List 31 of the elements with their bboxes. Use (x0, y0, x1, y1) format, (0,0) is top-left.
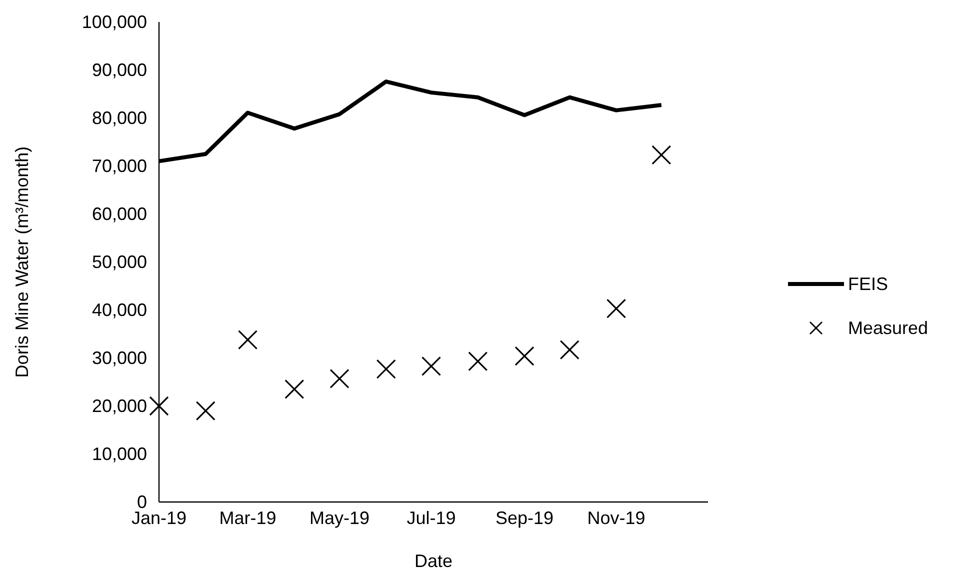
point (468, 352, 488, 372)
point (284, 379, 304, 399)
y-tick-label: 80,000 (92, 108, 147, 128)
x-tick-label: Nov-19 (587, 508, 646, 528)
point (652, 145, 672, 165)
point (149, 396, 169, 416)
point (238, 330, 258, 350)
y-axis-title: Doris Mine Water (m³/month) (12, 146, 32, 378)
x-tick-label: Mar-19 (219, 508, 276, 528)
y-tick-label: 70,000 (92, 156, 147, 176)
y-tick-label: 60,000 (92, 204, 147, 224)
x-tick-label: Jul-19 (406, 508, 456, 528)
y-tick-label: 30,000 (92, 348, 147, 368)
point (376, 359, 396, 379)
point (330, 368, 350, 388)
x-axis-title: Date (414, 551, 453, 571)
legend-label: Measured (848, 318, 928, 338)
point (196, 401, 216, 421)
legend-label: FEIS (848, 274, 888, 294)
y-tick-label: 40,000 (92, 300, 147, 320)
y-tick-label: 100,000 (82, 12, 147, 32)
x-tick-label: Sep-19 (495, 508, 554, 528)
y-tick-label: 90,000 (92, 60, 147, 80)
point (514, 346, 534, 366)
point (606, 298, 626, 318)
y-tick-label: 10,000 (92, 444, 147, 464)
y-tick-label: 20,000 (92, 396, 147, 416)
x-tick-label: May-19 (309, 508, 370, 528)
y-tick-label: 50,000 (92, 252, 147, 272)
point (421, 356, 442, 376)
point (560, 340, 580, 360)
